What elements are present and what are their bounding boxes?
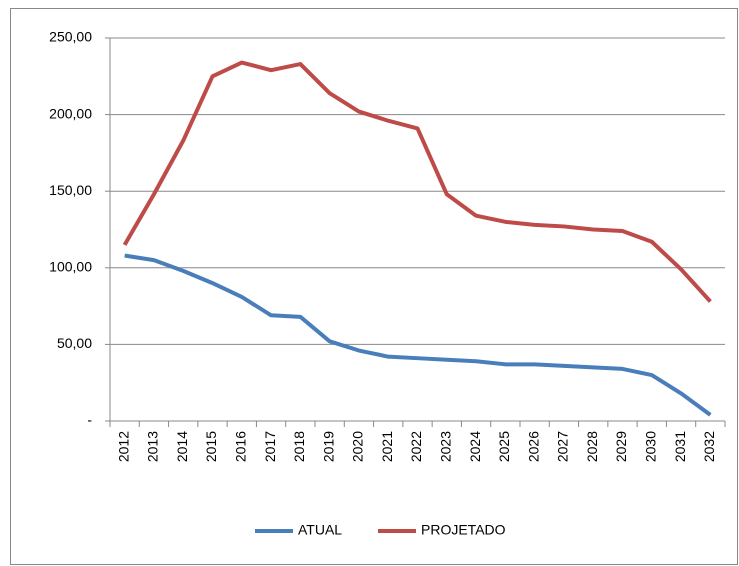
x-tick-label: 2023 xyxy=(437,431,453,462)
x-tick-label: 2013 xyxy=(145,431,161,462)
y-tick-label: 100,00 xyxy=(49,259,92,275)
x-tick-label: 2027 xyxy=(555,431,571,462)
line-series xyxy=(124,253,712,417)
chart-frame xyxy=(10,8,738,565)
x-tick-label: 2022 xyxy=(408,431,424,462)
x-tick-label: 2020 xyxy=(350,431,366,462)
x-tick-label: 2029 xyxy=(613,431,629,462)
x-tick-label: 2025 xyxy=(496,431,512,462)
y-tick-label: 50,00 xyxy=(57,335,92,351)
legend-label: PROJETADO xyxy=(421,522,506,538)
y-tick-label: 200,00 xyxy=(49,105,92,121)
y-tick-label: - xyxy=(87,412,92,428)
x-tick-label: 2012 xyxy=(115,431,131,462)
x-tick-label: 2021 xyxy=(379,431,395,462)
x-tick-label: 2030 xyxy=(642,431,658,462)
x-tick-label: 2031 xyxy=(672,431,688,462)
x-tick-label: 2018 xyxy=(291,431,307,462)
x-tick-label: 2026 xyxy=(525,431,541,462)
x-tick-label: 2028 xyxy=(584,431,600,462)
x-tick-label: 2019 xyxy=(320,431,336,462)
x-tick-label: 2014 xyxy=(174,431,190,462)
x-tick-label: 2015 xyxy=(203,431,219,462)
x-tick-label: 2017 xyxy=(262,431,278,462)
x-tick-label: 2024 xyxy=(467,431,483,462)
y-tick-label: 250,00 xyxy=(49,29,92,45)
x-tick-label: 2032 xyxy=(701,431,717,462)
line-series xyxy=(122,60,712,303)
x-tick-label: 2016 xyxy=(232,431,248,462)
y-tick-label: 150,00 xyxy=(49,182,92,198)
legend-label: ATUAL xyxy=(298,522,342,538)
